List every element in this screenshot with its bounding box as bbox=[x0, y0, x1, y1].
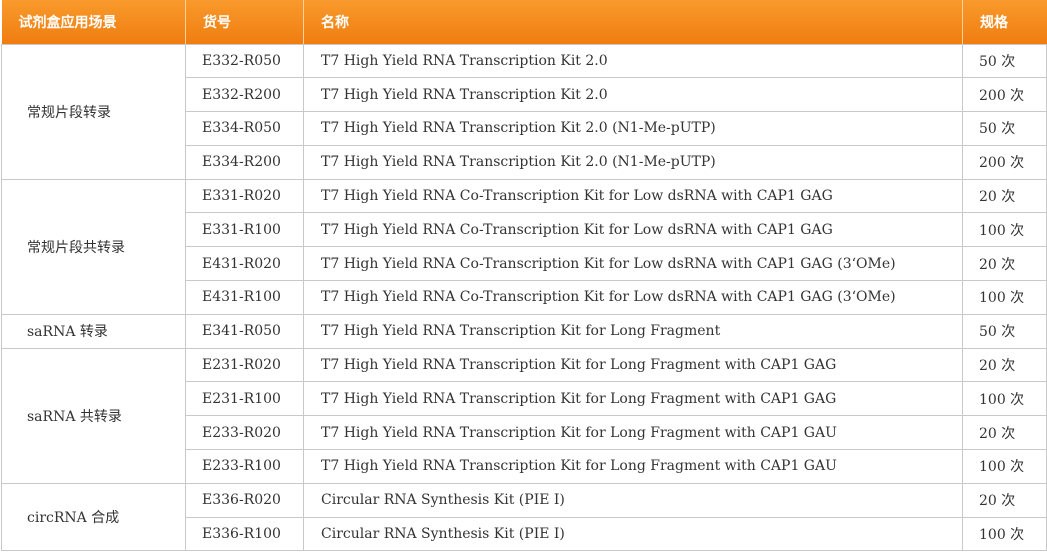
scene-cell: saRNA 共转录 bbox=[1, 347, 186, 484]
kit-name-cell: T7 High Yield RNA Co-Transcription Kit f… bbox=[303, 246, 963, 282]
table-row: 常规片段共转录 E331-R020 T7 High Yield RNA Co-Tra… bbox=[1, 178, 1047, 315]
catalog-number-cell: E331-R100 bbox=[185, 212, 304, 248]
catalog-number-cell: E332-R050 bbox=[185, 43, 304, 79]
catalog-number-cell: E334-R200 bbox=[185, 144, 304, 180]
kit-name-cell: T7 High Yield RNA Co-Transcription Kit f… bbox=[303, 212, 963, 248]
header-spec: 规格 bbox=[962, 0, 1047, 45]
catalog-number-cell: E231-R020 bbox=[185, 347, 304, 383]
scene-cell: 常规片段共转录 bbox=[1, 178, 186, 315]
kit-name-cell: T7 High Yield RNA Transcription Kit 2.0 bbox=[303, 43, 963, 79]
scene-cell: saRNA 转录 bbox=[1, 313, 186, 349]
kit-name-cell: Circular RNA Synthesis Kit (PIE Ⅰ) bbox=[303, 482, 963, 518]
header-row: 试剂盒应用场景 货号 名称 规格 bbox=[1, 0, 1047, 45]
spec-cell: 100 次 bbox=[962, 280, 1047, 315]
scene-cell: 常规片段转录 bbox=[1, 43, 186, 180]
kit-name-cell: T7 High Yield RNA Transcription Kit for … bbox=[303, 415, 963, 451]
catalog-number-cell: E332-R200 bbox=[185, 77, 304, 113]
table-row: E332-R200 T7 High Yield RNA Transcription… bbox=[2, 77, 1047, 113]
table-row: E331-R100 T7 High Yield RNA Co-Transcript… bbox=[2, 212, 1047, 248]
spec-cell: 50 次 bbox=[962, 313, 1047, 349]
catalog-number-cell: E233-R020 bbox=[185, 415, 304, 451]
table-row: E431-R100 T7 High Yield RNA Co-Transcript… bbox=[2, 280, 1047, 315]
scene-cell: circRNA 合成 bbox=[1, 482, 186, 552]
spec-cell: 50 次 bbox=[962, 43, 1047, 79]
catalog-number-cell: E233-R100 bbox=[185, 449, 304, 484]
header-name: 名称 bbox=[303, 0, 963, 45]
table-row: 常规片段转录 E332-R050 T7 High Yield RNA Transcr… bbox=[1, 43, 1047, 180]
table-row: saRNA 共转录 E231-R020 T7 High Yield RNA Tran… bbox=[1, 347, 1047, 484]
kit-name-cell: T7 High Yield RNA Transcription Kit for … bbox=[303, 313, 963, 349]
spec-cell: 100 次 bbox=[962, 516, 1047, 552]
table-row: circRNA 合成 E336-R020 Circular RNA Synthesi… bbox=[1, 482, 1047, 552]
table-row: E431-R020 T7 High Yield RNA Co-Transcript… bbox=[2, 246, 1047, 282]
table-row: E336-R100 Circular RNA Synthesis Kit (PIE… bbox=[2, 516, 1047, 552]
table-row: E233-R100 T7 High Yield RNA Transcription… bbox=[2, 449, 1047, 484]
table-row: saRNA 转录 E341-R050 T7 High Yield RNA Trans… bbox=[1, 313, 1047, 349]
catalog-number-cell: E334-R050 bbox=[185, 111, 304, 146]
table-row: E233-R020 T7 High Yield RNA Transcription… bbox=[2, 415, 1047, 451]
spec-cell: 20 次 bbox=[962, 482, 1047, 518]
spec-cell: 20 次 bbox=[962, 347, 1047, 383]
spec-cell: 100 次 bbox=[962, 381, 1047, 417]
table-body: 常规片段转录 E332-R050 T7 High Yield RNA Transcr… bbox=[1, 43, 1047, 552]
kit-name-cell: T7 High Yield RNA Co-Transcription Kit f… bbox=[303, 178, 963, 214]
header-scene: 试剂盒应用场景 bbox=[1, 0, 186, 45]
spec-cell: 20 次 bbox=[962, 246, 1047, 282]
catalog-number-cell: E431-R020 bbox=[185, 246, 304, 282]
catalog-number-cell: E231-R100 bbox=[185, 381, 304, 417]
kit-name-cell: Circular RNA Synthesis Kit (PIE Ⅰ) bbox=[303, 516, 963, 552]
kit-name-cell: T7 High Yield RNA Transcription Kit for … bbox=[303, 449, 963, 484]
table-row: E334-R050 T7 High Yield RNA Transcription… bbox=[2, 111, 1047, 146]
spec-cell: 100 次 bbox=[962, 212, 1047, 248]
kit-name-cell: T7 High Yield RNA Transcription Kit for … bbox=[303, 347, 963, 383]
catalog-number-cell: E431-R100 bbox=[185, 280, 304, 315]
spec-cell: 200 次 bbox=[962, 144, 1047, 180]
header-catalog: 货号 bbox=[185, 0, 304, 45]
spec-cell: 20 次 bbox=[962, 415, 1047, 451]
kit-name-cell: T7 High Yield RNA Transcription Kit 2.0 bbox=[303, 77, 963, 113]
spec-cell: 20 次 bbox=[962, 178, 1047, 214]
catalog-number-cell: E336-R100 bbox=[185, 516, 304, 552]
kit-name-cell: T7 High Yield RNA Co-Transcription Kit f… bbox=[303, 280, 963, 315]
table-header: 试剂盒应用场景 货号 名称 规格 bbox=[1, 0, 1047, 45]
kit-name-cell: T7 High Yield RNA Transcription Kit 2.0 … bbox=[303, 111, 963, 146]
table-row: E334-R200 T7 High Yield RNA Transcription… bbox=[2, 144, 1047, 180]
spec-cell: 50 次 bbox=[962, 111, 1047, 146]
catalog-number-cell: E336-R020 bbox=[185, 482, 304, 518]
catalog-number-cell: E341-R050 bbox=[185, 313, 304, 349]
kit-name-cell: T7 High Yield RNA Transcription Kit for … bbox=[303, 381, 963, 417]
table-row: E231-R100 T7 High Yield RNA Transcription… bbox=[2, 381, 1047, 417]
catalog-number-cell: E331-R020 bbox=[185, 178, 304, 214]
kit-name-cell: T7 High Yield RNA Transcription Kit 2.0 … bbox=[303, 144, 963, 180]
spec-cell: 100 次 bbox=[962, 449, 1047, 484]
spec-cell: 200 次 bbox=[962, 77, 1047, 113]
